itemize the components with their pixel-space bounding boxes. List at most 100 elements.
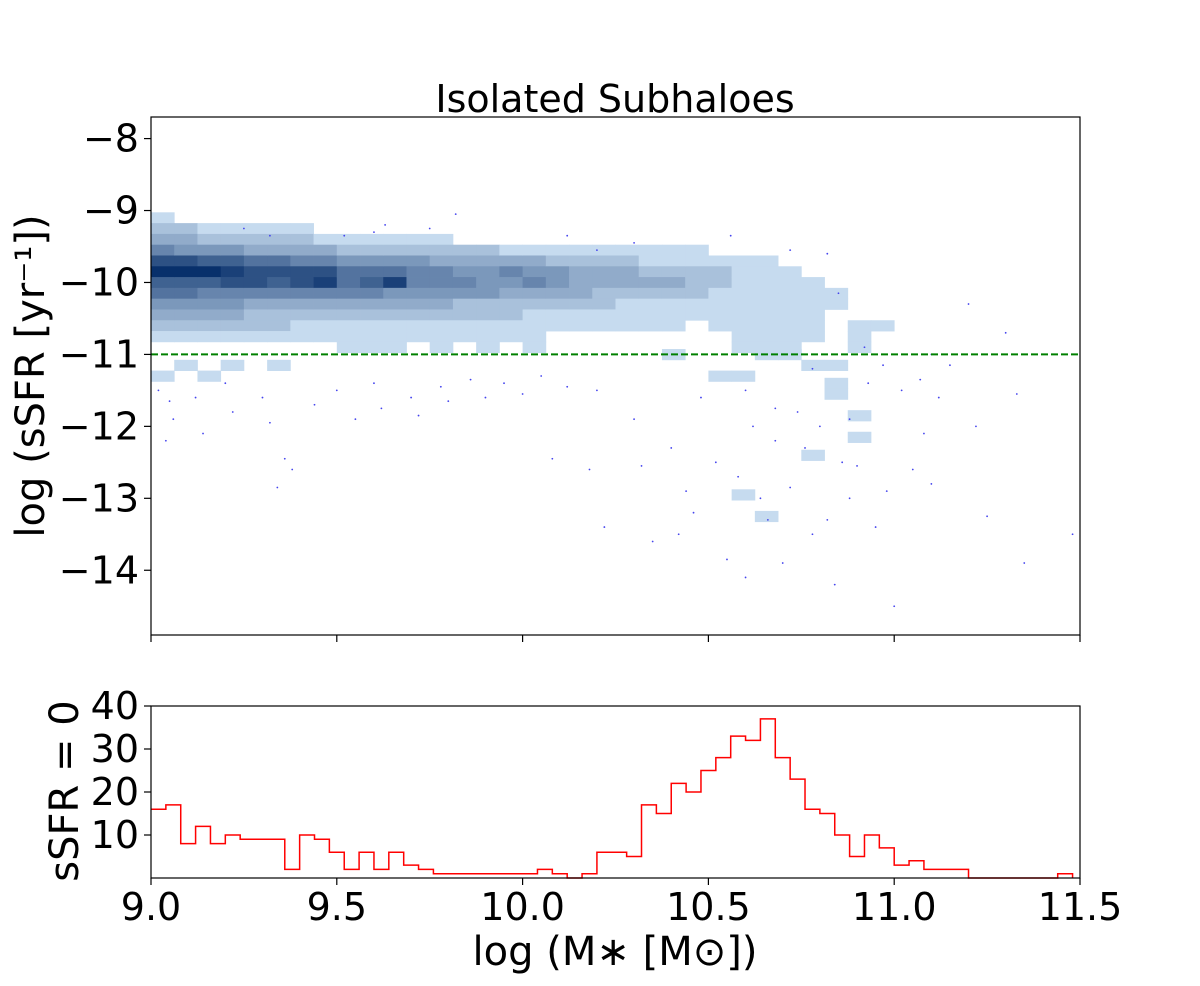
heatmap-cell <box>360 277 384 289</box>
scatter-point <box>774 439 777 442</box>
heatmap-cell <box>847 331 872 343</box>
heatmap-cell <box>754 266 779 278</box>
heatmap-cell <box>638 255 663 267</box>
heatmap-cell <box>243 244 268 256</box>
scatter-point <box>243 227 245 230</box>
heatmap-cell <box>754 277 779 289</box>
heatmap-cell <box>824 388 849 400</box>
heatmap-cell <box>174 266 198 278</box>
heatmap-cell <box>569 255 593 267</box>
heatmap-cell <box>801 359 825 372</box>
scatter-point <box>677 533 680 536</box>
heatmap-cell <box>220 266 245 278</box>
heatmap-cell <box>545 320 570 332</box>
heatmap-cell <box>685 255 709 267</box>
scatter-point <box>900 389 903 392</box>
heatmap-cell <box>522 277 547 289</box>
scatter-point <box>469 378 472 381</box>
scatter-point <box>428 227 431 230</box>
heatmap-cell <box>545 244 570 256</box>
scatter-point <box>168 400 171 403</box>
scatter-point <box>967 303 970 305</box>
x-tick-label: 9.5 <box>307 885 367 929</box>
scatter-point <box>283 457 286 460</box>
heatmap-cell <box>452 309 477 321</box>
scatter-point <box>373 382 375 385</box>
heatmap-cell <box>778 349 802 361</box>
heatmap-cell <box>220 298 245 310</box>
heatmap-cell <box>429 287 454 300</box>
heatmap-cell <box>406 320 431 332</box>
scatter-point <box>157 389 160 392</box>
scatter-point <box>911 468 914 471</box>
scatter-point <box>384 224 387 226</box>
heatmap-cell <box>174 244 198 256</box>
heatmap-cell <box>151 255 175 267</box>
heatmap-cell <box>522 320 547 332</box>
heatmap-cell <box>313 277 338 289</box>
scatter-point <box>714 461 717 464</box>
heatmap-cell <box>545 255 570 267</box>
heatmap-cell <box>220 309 245 321</box>
scatter-point <box>410 396 413 399</box>
scatter-point <box>603 526 606 528</box>
heatmap-cell <box>778 298 802 310</box>
heatmap-cell <box>243 331 268 343</box>
heatmap-cell <box>267 298 291 310</box>
heatmap-cell <box>592 266 616 278</box>
heatmap-cell <box>452 298 477 310</box>
heatmap-cell <box>754 298 779 310</box>
heatmap-cell <box>290 244 314 256</box>
heatmap-cell <box>151 223 175 235</box>
scatter-point <box>818 425 821 428</box>
scatter-point <box>417 414 420 417</box>
heatmap-cell <box>545 298 570 310</box>
top-y-axis-label: log (sSFR [yr⁻¹]) <box>8 214 54 537</box>
scatter-point <box>837 292 840 295</box>
heatmap-cell <box>429 244 454 256</box>
heatmap-cell <box>174 233 198 246</box>
heatmap-cell <box>708 370 733 382</box>
heatmap-cell <box>174 223 198 235</box>
heatmap-cell <box>243 309 268 321</box>
heatmap-cell <box>499 298 523 310</box>
top-panel: −8 −9 −10 −11 −12 −13 −14 log (sSFR [yr⁻¹]) <box>8 116 1081 642</box>
scatter-point <box>848 418 851 421</box>
heatmap-cell <box>476 320 500 332</box>
heatmap-cell <box>151 287 175 300</box>
heatmap-cell <box>592 320 616 332</box>
heatmap-cell <box>151 320 175 332</box>
heatmap-cell <box>290 277 314 289</box>
heatmap-cell <box>151 298 175 310</box>
heatmap-cell <box>220 244 245 256</box>
heatmap-cell <box>522 244 547 256</box>
heatmap-cell <box>313 320 338 332</box>
heatmap-cell <box>754 331 779 343</box>
heatmap-cell <box>522 298 547 310</box>
scatter-point <box>633 418 635 421</box>
heatmap-cell <box>336 266 361 278</box>
heatmap-cell <box>708 266 733 278</box>
heatmap-cell <box>522 266 547 278</box>
y-tick-label: −8 <box>83 117 139 161</box>
scatter-point <box>774 407 777 410</box>
heatmap-cell <box>545 309 570 321</box>
heatmap-cell <box>336 298 361 310</box>
scatter-point <box>867 382 870 385</box>
heatmap-cell <box>290 255 314 267</box>
scatter-point <box>454 213 457 216</box>
scatter-point <box>744 576 747 579</box>
scatter-point <box>503 382 505 385</box>
y-tick-label: 20 <box>91 770 139 814</box>
heatmap-cell <box>615 244 640 256</box>
scatter-point <box>224 382 227 385</box>
heatmap-cell <box>592 255 616 267</box>
scatter-point <box>202 432 204 435</box>
heatmap-cell <box>499 277 523 289</box>
heatmap-cell <box>406 298 431 310</box>
heatmap-cell <box>243 233 268 246</box>
scatter-point <box>651 540 654 543</box>
heatmap-cell <box>197 233 222 246</box>
heatmap-cell <box>499 266 523 278</box>
heatmap-cell <box>569 320 593 332</box>
